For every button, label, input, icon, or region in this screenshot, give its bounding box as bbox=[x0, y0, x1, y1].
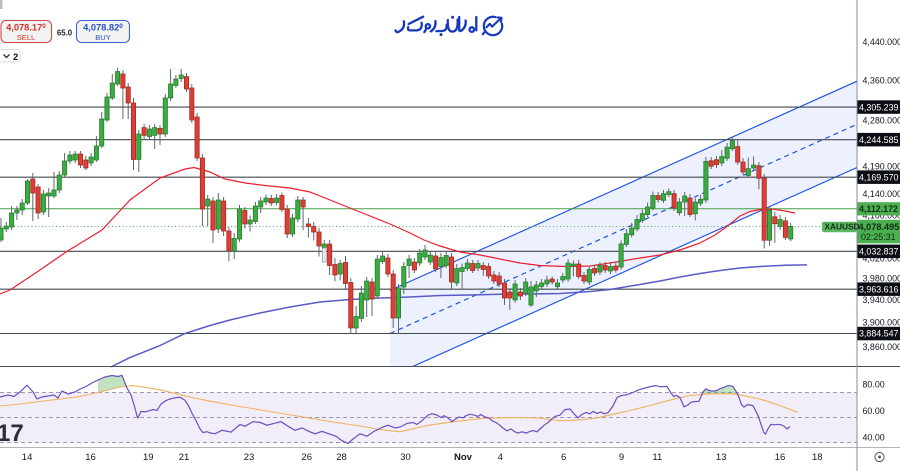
svg-text:4,020.000: 4,020.000 bbox=[863, 254, 900, 264]
svg-text:3,900.000: 3,900.000 bbox=[863, 318, 900, 328]
svg-text:4,032.837: 4,032.837 bbox=[859, 247, 899, 257]
svg-text:28: 28 bbox=[336, 452, 347, 463]
svg-text:16: 16 bbox=[775, 452, 786, 463]
svg-text:4,190.000: 4,190.000 bbox=[863, 162, 900, 172]
svg-text:2: 2 bbox=[13, 52, 18, 63]
svg-text:4: 4 bbox=[498, 452, 503, 463]
svg-text:3,963.616: 3,963.616 bbox=[859, 284, 899, 294]
svg-text:21: 21 bbox=[179, 452, 190, 463]
svg-text:60.00: 60.00 bbox=[863, 406, 885, 416]
svg-text:4,360.000: 4,360.000 bbox=[863, 76, 900, 86]
svg-text:18: 18 bbox=[812, 452, 823, 463]
svg-text:BUY: BUY bbox=[95, 33, 111, 42]
svg-text:40.00: 40.00 bbox=[863, 433, 885, 443]
svg-text:23: 23 bbox=[244, 452, 255, 463]
svg-text:4,112.172: 4,112.172 bbox=[859, 204, 898, 214]
svg-text:3,884.547: 3,884.547 bbox=[859, 329, 899, 339]
svg-text:9: 9 bbox=[619, 452, 624, 463]
svg-text:65.0: 65.0 bbox=[57, 28, 73, 37]
svg-text:3,980.000: 3,980.000 bbox=[863, 274, 900, 284]
svg-text:4,440.000: 4,440.000 bbox=[863, 37, 900, 47]
svg-text:Nov: Nov bbox=[454, 452, 473, 463]
svg-text:30: 30 bbox=[400, 452, 411, 463]
svg-text:4,244.585: 4,244.585 bbox=[859, 135, 899, 145]
svg-text:4,305.239: 4,305.239 bbox=[859, 102, 899, 112]
svg-text:3,860.000: 3,860.000 bbox=[863, 342, 900, 352]
svg-text:14: 14 bbox=[22, 452, 33, 463]
svg-text:13: 13 bbox=[716, 452, 727, 463]
svg-text:4,078.170: 4,078.170 bbox=[6, 23, 46, 33]
svg-text:XAUUSD: XAUUSD bbox=[825, 222, 860, 232]
svg-text:6: 6 bbox=[561, 452, 566, 463]
svg-text:4,100.000: 4,100.000 bbox=[863, 211, 900, 221]
svg-text:16: 16 bbox=[85, 452, 96, 463]
svg-text:4,280.000: 4,280.000 bbox=[863, 116, 900, 126]
svg-text:80.00: 80.00 bbox=[863, 380, 885, 390]
svg-text:26: 26 bbox=[301, 452, 312, 463]
svg-text:19: 19 bbox=[143, 452, 154, 463]
svg-text:4,169.570: 4,169.570 bbox=[859, 172, 899, 182]
svg-text:02:25:31: 02:25:31 bbox=[861, 232, 896, 242]
svg-text:SELL: SELL bbox=[17, 33, 36, 42]
svg-text:4,078.820: 4,078.820 bbox=[83, 23, 123, 33]
svg-text:4,140.000: 4,140.000 bbox=[863, 189, 900, 199]
svg-text:4,078.495: 4,078.495 bbox=[859, 222, 900, 232]
svg-text:3,940.000: 3,940.000 bbox=[863, 295, 900, 305]
svg-text:11: 11 bbox=[652, 452, 662, 463]
svg-text:17: 17 bbox=[0, 420, 24, 447]
